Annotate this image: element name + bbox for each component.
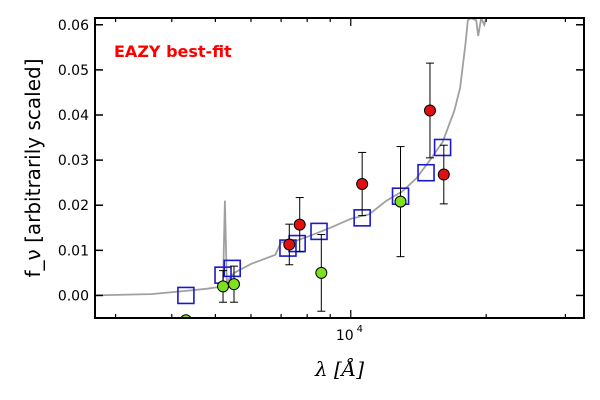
data-point xyxy=(437,168,450,181)
x-axis-title: λ [Å] xyxy=(314,356,364,381)
model-square xyxy=(310,222,328,241)
data-point xyxy=(293,218,306,231)
y-axis-title: f_ν [arbitrarily scaled] xyxy=(21,59,45,278)
y-tick-label: 0.06 xyxy=(58,18,89,34)
model-square xyxy=(223,259,242,278)
model-square xyxy=(433,138,452,157)
x-tick-label: 10 xyxy=(336,328,354,344)
model-square xyxy=(417,163,435,182)
model-square xyxy=(177,286,195,305)
data-point xyxy=(283,238,296,251)
data-point xyxy=(217,280,230,293)
plot-area xyxy=(95,18,488,318)
x-tick-label-exponent: 4 xyxy=(357,324,363,335)
y-tick-label: 0.00 xyxy=(58,288,89,304)
y-tick-label: 0.05 xyxy=(58,63,89,79)
data-point xyxy=(394,195,407,208)
data-point xyxy=(315,266,328,279)
annotation-label: EAZY best-fit xyxy=(114,42,232,61)
plot-frame xyxy=(94,17,585,319)
y-tick-label: 0.04 xyxy=(58,108,89,124)
y-tick-label: 0.01 xyxy=(58,243,89,259)
axes: 0.00 0.01 0.02 0.03 0.04 0.05 0.06 10 4 λ [Å] f_ν … xyxy=(21,17,585,381)
y-tick-label: 0.03 xyxy=(58,153,89,169)
data-point xyxy=(180,314,192,318)
data-point xyxy=(227,278,240,291)
y-tick-label: 0.02 xyxy=(58,198,89,214)
data-point xyxy=(356,178,369,191)
data-point xyxy=(423,104,436,117)
